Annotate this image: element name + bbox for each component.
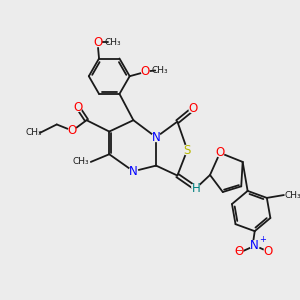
Text: O: O <box>263 244 273 257</box>
Text: CH₃: CH₃ <box>73 158 89 166</box>
Text: CH₃: CH₃ <box>26 128 42 137</box>
Circle shape <box>235 247 243 255</box>
Text: CH₃: CH₃ <box>104 38 121 46</box>
Circle shape <box>182 145 192 155</box>
Circle shape <box>216 149 224 157</box>
Text: O: O <box>68 124 77 137</box>
Circle shape <box>68 127 76 135</box>
Circle shape <box>129 167 138 176</box>
Text: N: N <box>152 131 161 144</box>
Text: +: + <box>259 235 266 244</box>
Circle shape <box>250 241 259 250</box>
Circle shape <box>152 133 160 142</box>
Text: S: S <box>184 143 191 157</box>
Circle shape <box>189 105 197 113</box>
Text: O: O <box>234 244 244 257</box>
Text: O: O <box>215 146 225 159</box>
Circle shape <box>192 183 200 191</box>
Circle shape <box>94 39 101 46</box>
Text: N: N <box>250 239 259 252</box>
Text: CH₃: CH₃ <box>152 66 168 75</box>
Circle shape <box>142 68 149 76</box>
Circle shape <box>264 247 272 255</box>
Circle shape <box>74 103 82 111</box>
Text: H: H <box>191 182 200 195</box>
Text: CH₃: CH₃ <box>284 190 300 200</box>
Text: O: O <box>93 36 102 50</box>
Text: O: O <box>74 101 83 114</box>
Text: O: O <box>141 65 150 78</box>
Text: −: − <box>235 246 243 256</box>
Text: O: O <box>188 102 198 115</box>
Text: N: N <box>129 165 138 178</box>
